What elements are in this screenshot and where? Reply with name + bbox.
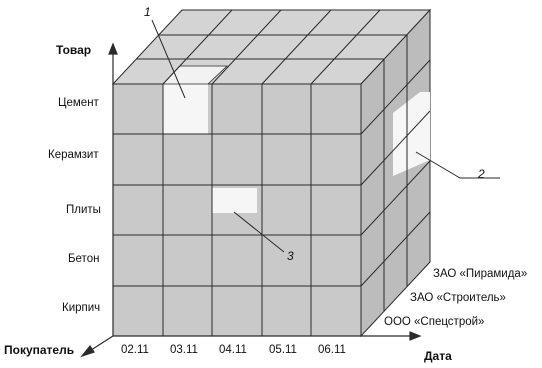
date-label: 04.11 [219, 344, 247, 356]
side-grid [360, 35, 431, 311]
date-label: 06.11 [318, 344, 346, 356]
date-axis-label: Дата [424, 349, 452, 363]
buyer-label: ЗАО «Пирамида» [433, 268, 528, 280]
product-label: Плиты [66, 204, 101, 216]
product-label: Керамзит [48, 149, 99, 161]
date-label: 05.11 [269, 344, 297, 356]
highlight-cell-1 [163, 84, 208, 134]
date-label: 03.11 [170, 344, 198, 356]
callout-number: 3 [287, 249, 294, 263]
highlight-cell-3 [212, 188, 257, 213]
top-grid [136, 9, 407, 85]
callout-leaders [151, 19, 500, 253]
callout-number: 2 [478, 167, 485, 181]
product-label: Цемент [58, 97, 99, 109]
front-grid [113, 84, 361, 336]
buyer-label: ООО «Спецстрой» [384, 316, 485, 328]
buyer-axis-label: Покупатель [4, 343, 75, 357]
product-axis-label: Товар [56, 43, 92, 57]
product-label: Бетон [68, 253, 100, 265]
axes [80, 42, 422, 358]
product-label: Кирпич [62, 302, 101, 314]
date-label: 02.11 [121, 344, 149, 356]
buyer-label: ЗАО «Строитель» [410, 292, 506, 304]
callout-number: 1 [144, 5, 151, 19]
